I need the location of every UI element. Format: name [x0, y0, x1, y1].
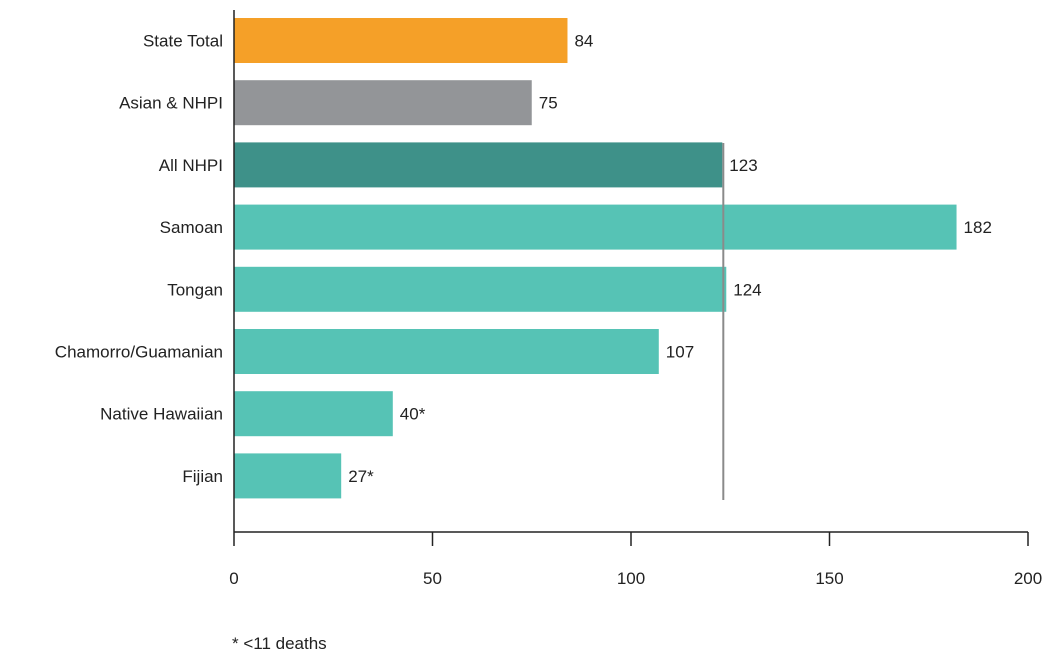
bar — [234, 18, 568, 63]
bar-chart: State Total 84 Asian & NHPI 75 All NHPI 123 Sa… — [55, 10, 1042, 589]
bar — [234, 80, 532, 126]
axes-group — [233, 10, 1029, 546]
labels-group: State Total 84 Asian & NHPI 75 All NHPI 123 Sa… — [55, 32, 1042, 589]
bars-group — [234, 18, 957, 499]
value-label: 84 — [574, 32, 593, 51]
category-label: All NHPI — [159, 156, 223, 175]
x-tick-label: 100 — [617, 569, 645, 588]
footnote: * <11 deaths — [232, 634, 327, 653]
x-tick-label: 50 — [423, 569, 442, 588]
bar — [234, 453, 342, 499]
category-label: Asian & NHPI — [119, 94, 223, 113]
value-label: 124 — [733, 280, 761, 299]
value-label: 27* — [348, 467, 374, 486]
value-label: 123 — [729, 156, 757, 175]
x-tick-label: 150 — [815, 569, 843, 588]
bar — [234, 142, 723, 188]
category-label: Tongan — [167, 280, 223, 299]
category-label: State Total — [143, 32, 223, 51]
bar — [234, 204, 957, 250]
category-label: Samoan — [160, 218, 223, 237]
value-label: 75 — [539, 94, 558, 113]
bar — [234, 266, 727, 312]
category-label: Chamorro/Guamanian — [55, 343, 223, 362]
category-label: Fijian — [182, 467, 223, 486]
value-label: 182 — [964, 218, 992, 237]
bar — [234, 329, 659, 374]
x-tick-label: 200 — [1014, 569, 1042, 588]
value-label: 107 — [666, 343, 694, 362]
value-label: 40* — [400, 405, 426, 424]
x-tick-label: 0 — [229, 569, 238, 588]
bar — [234, 391, 393, 437]
category-label: Native Hawaiian — [100, 405, 223, 424]
